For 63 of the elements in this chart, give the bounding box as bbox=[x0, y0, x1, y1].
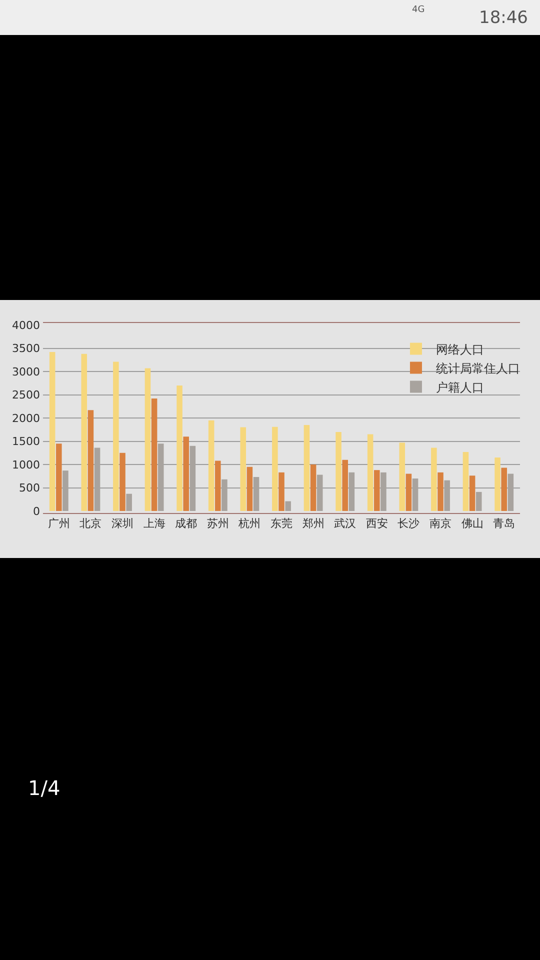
bar bbox=[120, 452, 126, 511]
bar bbox=[336, 432, 342, 511]
bar bbox=[342, 460, 348, 511]
x-tick-label: 青岛 bbox=[493, 517, 516, 530]
x-tick-label: 广州 bbox=[48, 517, 70, 530]
bar bbox=[476, 492, 482, 511]
legend-label: 户籍人口 bbox=[436, 380, 484, 394]
y-tick-label: 4000 bbox=[12, 318, 40, 332]
x-tick-label: 长沙 bbox=[398, 517, 420, 530]
bar bbox=[469, 476, 476, 511]
y-tick-label: 500 bbox=[19, 482, 40, 495]
bar bbox=[151, 398, 158, 511]
x-tick-label: 南京 bbox=[430, 517, 452, 530]
bar bbox=[246, 466, 253, 511]
bar bbox=[144, 368, 151, 511]
bar bbox=[208, 420, 214, 511]
bar bbox=[113, 362, 119, 511]
y-tick-label: 1000 bbox=[12, 458, 40, 472]
bar bbox=[278, 472, 284, 511]
bar bbox=[304, 424, 310, 511]
x-tick-label: 武汉 bbox=[334, 517, 356, 530]
text: 1/4 bbox=[28, 776, 60, 800]
bar bbox=[310, 464, 316, 511]
x-tick-label: 苏州 bbox=[206, 517, 229, 530]
x-tick-label: 佛山 bbox=[461, 517, 484, 530]
y-tick-label: 0 bbox=[33, 504, 40, 518]
x-tick-label: 上海 bbox=[143, 517, 166, 530]
bar bbox=[126, 494, 132, 511]
x-tick-label: 郑州 bbox=[302, 517, 324, 530]
y-tick-label: 1500 bbox=[12, 435, 40, 448]
bar bbox=[56, 444, 62, 511]
bar bbox=[438, 472, 444, 511]
bar bbox=[462, 452, 469, 511]
legend-label: 统计局常住人口 bbox=[436, 361, 520, 376]
legend-label: 网络人口 bbox=[436, 342, 484, 356]
bar bbox=[374, 470, 380, 511]
bar bbox=[183, 436, 189, 511]
x-tick-label: 东莞 bbox=[270, 517, 292, 530]
x-tick-label: 西安 bbox=[366, 517, 388, 530]
bar bbox=[176, 385, 182, 511]
bar bbox=[367, 434, 374, 511]
bar bbox=[88, 410, 94, 511]
y-tick-label: 3000 bbox=[12, 365, 40, 378]
bar bbox=[81, 354, 88, 511]
y-tick-label: 2500 bbox=[12, 388, 40, 402]
x-tick-label: 杭州 bbox=[238, 517, 261, 530]
bar bbox=[215, 460, 221, 511]
bar bbox=[399, 442, 406, 511]
y-tick-label: 3500 bbox=[12, 342, 40, 356]
bar bbox=[285, 501, 291, 511]
bar bbox=[406, 474, 412, 511]
bar bbox=[240, 427, 246, 511]
x-tick-label: 成都 bbox=[175, 517, 198, 530]
bar bbox=[431, 448, 437, 511]
bar bbox=[49, 352, 56, 511]
y-tick-label: 2000 bbox=[12, 412, 40, 425]
text: 18:46 bbox=[479, 8, 528, 28]
bar bbox=[494, 458, 500, 511]
bar bbox=[272, 426, 278, 511]
bar bbox=[501, 468, 507, 511]
text: 4G bbox=[412, 5, 425, 15]
x-tick-label: 深圳 bbox=[112, 517, 134, 530]
x-tick-label: 北京 bbox=[80, 517, 102, 530]
